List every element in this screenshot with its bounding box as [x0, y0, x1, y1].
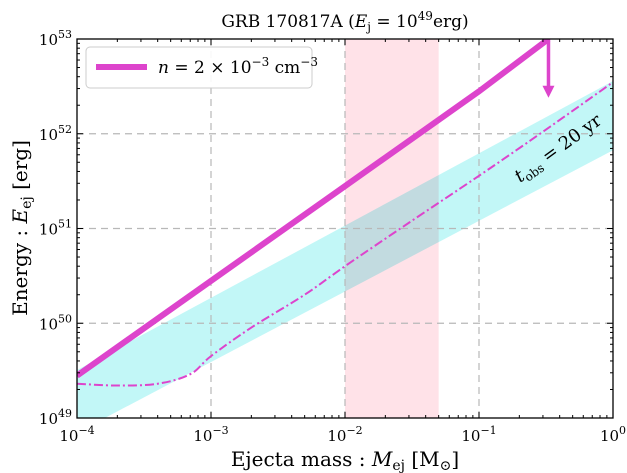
arrow-head: [542, 85, 555, 98]
y-tick-label: 1050: [39, 312, 72, 333]
y-tick-label: 1049: [39, 407, 72, 428]
y-axis-label: Energy : Eej [erg]: [8, 140, 35, 316]
x-tick-label: 10−3: [193, 424, 228, 445]
tobs-line: [77, 81, 613, 387]
x-tick-label: 10−4: [59, 424, 94, 445]
series-layer: [77, 39, 613, 387]
legend: n = 2 × 10−3 cm−3: [85, 46, 318, 89]
y-tick-label: 1052: [39, 123, 72, 144]
legend-box: [85, 46, 313, 89]
legend-label: n = 2 × 10−3 cm−3: [158, 55, 318, 78]
chart-title: GRB 170817A (Ej = 1049erg): [221, 9, 468, 34]
ticks-layer: [76, 39, 614, 419]
x-tick-label: 10−2: [327, 424, 362, 445]
x-axis-label: Ejecta mass : Mej [M⊙]: [231, 447, 459, 473]
y-tick-label: 1053: [39, 28, 72, 49]
tick-labels: 10−4 10−3 10−2 10−1 100 1049 1050 1051 1052 1053: [39, 28, 626, 445]
arrow-layer: [542, 39, 555, 98]
grid-layer: [77, 39, 613, 418]
density-line: [77, 39, 551, 379]
x-tick-label: 100: [600, 424, 626, 445]
x-tick-label: 10−1: [461, 424, 496, 445]
y-tick-label: 1051: [39, 218, 72, 239]
